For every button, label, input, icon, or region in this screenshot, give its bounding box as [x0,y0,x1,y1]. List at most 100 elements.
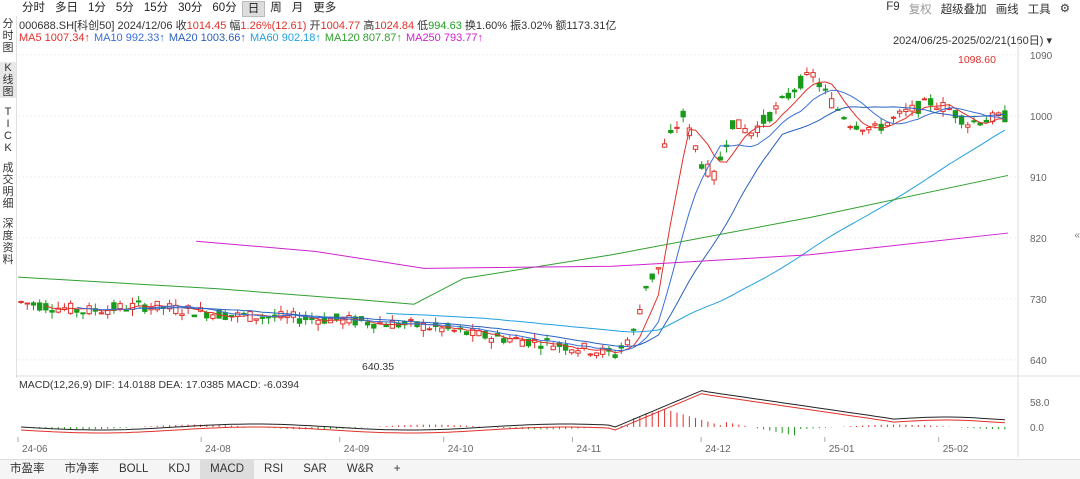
dea-line [21,393,1005,434]
ma-legend-5: MA250 793.77↑ [405,32,483,44]
candle-body [668,129,674,133]
chevron-down-icon: ▾ [1046,35,1052,47]
candle-body [717,156,723,161]
candle-body [49,310,55,313]
period-tab-0[interactable]: 分时 [22,2,45,14]
candle-body [934,107,940,110]
x-tick-label: 24-08 [205,444,231,455]
toolbar-btn-3[interactable]: 画线 [995,4,1019,16]
candle-body [377,321,383,324]
candle-body [210,314,216,319]
candle-body [352,316,358,326]
sidebar-tab-4[interactable]: 深度资料 [2,218,14,266]
x-tick-label: 24-09 [344,444,370,455]
candle-body [878,123,884,131]
high-price-label: 1098.60 [958,54,996,66]
indicator-tab-0[interactable]: 市盈率 [10,463,45,475]
y-tick-label: 1000 [1030,112,1053,123]
toolbar-btn-2[interactable]: 超级叠加 [940,4,987,16]
candle-body [340,317,346,325]
ma60-line [386,129,1006,333]
candle-body [463,331,470,335]
candle-body [569,349,575,354]
candle-body [785,92,792,99]
candle-body [760,114,767,124]
indicator-tab-1[interactable]: 市净率 [64,463,100,475]
period-tab-7[interactable]: 日 [241,1,266,17]
candle-body [253,318,259,321]
indicator-tab-4[interactable]: MACD [200,460,255,479]
settings-icon[interactable]: ⚙ [1059,3,1070,15]
candle-body [228,314,235,317]
candle-body [612,354,618,358]
kline-chart[interactable]: 1090 1000 910 820 730 640 1098.60 640.35 MACD(12… [0,0,1080,459]
y-tick-label: 730 [1030,295,1047,306]
candle-body [903,108,909,112]
period-tab-10[interactable]: 更多 [313,2,337,14]
y-tick-label: 640 [1030,356,1047,367]
sidebar-tab-0[interactable]: 分时图 [2,18,14,54]
candle-body [296,318,303,324]
candle-body [247,311,253,322]
candle-body [36,302,43,311]
candle-body [80,312,86,315]
candle-body [123,309,129,312]
indicator-tabs: 市盈率 市净率 BOLL KDJ MACD RSI SAR W&R + [0,459,1080,479]
candle-body [525,338,532,347]
candle-body [408,319,414,322]
period-tab-4[interactable]: 15分 [143,2,169,14]
candle-body [810,72,816,78]
candle-body [940,102,946,112]
indicator-tab-5[interactable]: RSI [264,463,284,475]
x-tick-label: 24-10 [448,444,474,455]
candle-body [24,302,30,305]
candle-body [179,313,185,316]
indicator-tab-3[interactable]: KDJ [168,463,191,475]
candle-body [30,302,37,306]
candle-body [965,124,971,128]
candle-body [364,321,371,326]
candle-body [538,345,544,349]
candle-body [86,305,92,315]
period-tab-5[interactable]: 30分 [178,2,203,14]
indicator-tab-8[interactable]: + [393,463,401,475]
period-tab-6[interactable]: 60分 [212,2,237,14]
sidebar-tab-3[interactable]: 成交明细 [2,162,14,210]
toolbar-btn-1[interactable]: 复权 [908,4,932,16]
candle-body [705,163,711,177]
candle-body [643,286,649,289]
period-tab-8[interactable]: 周 [270,2,282,14]
period-tab-2[interactable]: 1分 [88,2,106,14]
toolbar-btn-4[interactable]: 工具 [1027,4,1051,16]
candle-body [371,323,377,329]
candle-body [649,273,655,280]
indicator-tab-7[interactable]: W&R [346,463,374,475]
x-tick-label: 24-11 [576,444,601,455]
period-tab-9[interactable]: 月 [291,2,304,14]
candle-body [884,122,891,127]
toolbar-btn-0[interactable]: F9 [886,1,900,13]
candle-body [482,330,488,339]
candle-body [587,353,594,356]
candle-body [259,316,266,319]
candle-body [921,98,928,101]
candle-body [729,120,736,130]
collapse-arrow-icon[interactable]: « [1074,230,1080,241]
candle-body [767,111,773,122]
period-tab-3[interactable]: 5分 [115,2,134,14]
high-value: 1024.84 [374,20,415,32]
date-range[interactable]: 2024/06/25-2025/02/21(160日) ▾ [892,35,1052,47]
period-tab-1[interactable]: 多日 [55,2,78,14]
candle-body [451,329,457,332]
candle-body [117,303,123,310]
x-tick-label: 25-02 [943,444,969,455]
candle-body [488,338,495,343]
candle-body [74,309,80,313]
indicator-tab-6[interactable]: SAR [303,463,327,475]
indicator-tab-2[interactable]: BOLL [119,463,149,475]
candle-body [897,110,903,114]
candle-body [470,328,476,337]
candle-body [333,313,340,320]
